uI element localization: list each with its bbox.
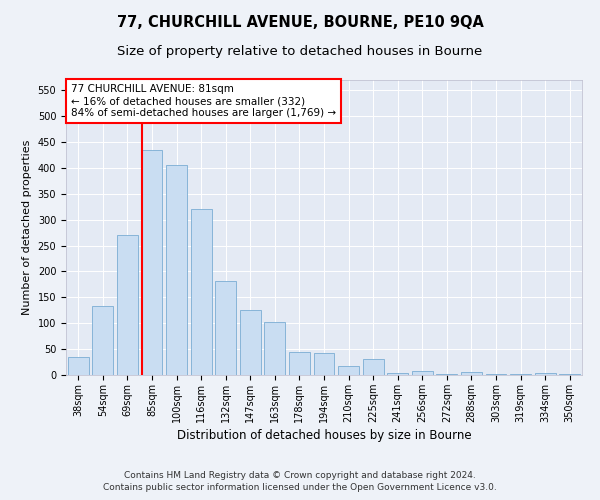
Bar (142, 150, 163, 375)
Text: 77 CHURCHILL AVENUE: 81sqm
← 16% of detached houses are smaller (332)
84% of sem: 77 CHURCHILL AVENUE: 81sqm ← 16% of deta… (71, 84, 336, 117)
Bar (412, 372, 433, 375)
Bar (387, 373, 408, 375)
Text: Size of property relative to detached houses in Bourne: Size of property relative to detached ho… (118, 45, 482, 58)
Bar (461, 372, 482, 375)
Bar (436, 374, 457, 375)
X-axis label: Distribution of detached houses by size in Bourne: Distribution of detached houses by size … (176, 429, 472, 442)
Bar (510, 374, 531, 375)
Bar (215, 281, 236, 375)
Bar (68, 357, 89, 375)
Bar (338, 366, 359, 375)
Bar (166, 166, 187, 375)
Y-axis label: Number of detached properties: Number of detached properties (22, 140, 32, 315)
Bar (117, 236, 138, 375)
Text: Contains HM Land Registry data © Crown copyright and database right 2024.
Contai: Contains HM Land Registry data © Crown c… (103, 471, 497, 492)
Bar (92, 306, 113, 375)
Bar (535, 373, 556, 375)
Text: 77, CHURCHILL AVENUE, BOURNE, PE10 9QA: 77, CHURCHILL AVENUE, BOURNE, PE10 9QA (116, 15, 484, 30)
Bar (289, 352, 310, 375)
Bar (485, 374, 506, 375)
Bar (559, 374, 580, 375)
Bar (314, 352, 334, 375)
Bar (362, 360, 383, 375)
Bar (265, 322, 286, 375)
Bar (191, 210, 212, 375)
Bar (240, 310, 261, 375)
